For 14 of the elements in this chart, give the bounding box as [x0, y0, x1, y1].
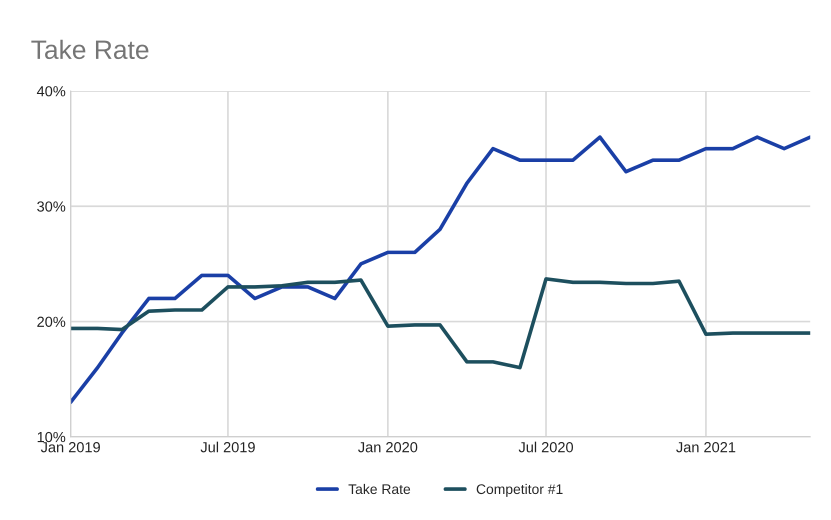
x-tick-label: Jan 2021 — [676, 442, 736, 452]
y-tick-label: 20% — [37, 316, 66, 327]
y-tick-label: 40% — [36, 86, 66, 96]
x-tick-label: Jan 2019 — [40, 442, 100, 452]
x-tick-label: Jul 2019 — [200, 442, 255, 452]
line-series — [70, 135, 810, 404]
x-tick-label: Jul 2020 — [518, 442, 574, 452]
y-tick-label: 10% — [38, 432, 66, 442]
y-tick-label: 30% — [37, 201, 66, 212]
chart-title: Take Rate — [31, 40, 148, 60]
line-series — [70, 277, 810, 370]
legend-label: Competitor #1 — [476, 484, 563, 497]
legend-label: Take Rate — [348, 484, 410, 494]
x-tick-label: Jan 2020 — [358, 442, 418, 452]
